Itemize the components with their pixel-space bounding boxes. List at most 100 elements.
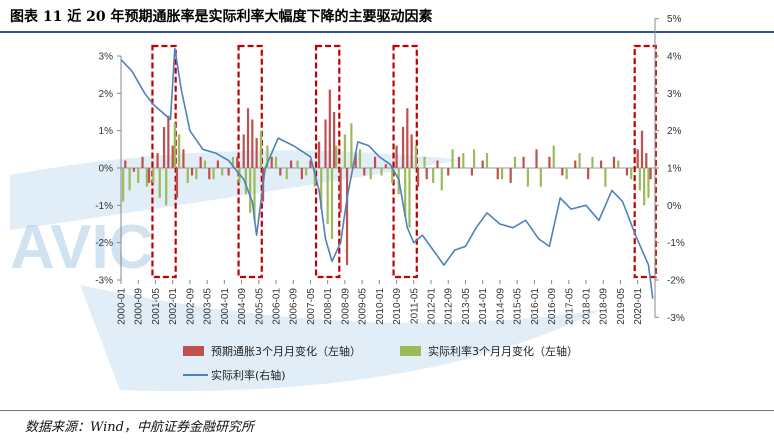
left-axis-tick-label: -2% <box>95 238 113 249</box>
real-rate-change-bar <box>249 168 252 213</box>
inflation-change-bar <box>216 160 219 168</box>
real-rate-change-bar <box>485 153 489 168</box>
legend-label: 实际利率(右轴) <box>211 368 286 382</box>
right-axis-tick-label: -3% <box>667 313 685 324</box>
real-rate-change-bar <box>285 168 288 180</box>
inflation-change-bar <box>328 89 331 168</box>
inflation-change-bar <box>246 108 250 168</box>
inflation-change-bar <box>345 168 349 266</box>
x-axis-tick-label: 2011-05 <box>409 288 420 324</box>
x-axis-tick-label: 2006-01 <box>272 288 283 325</box>
real-rate-change-bar <box>604 168 607 187</box>
real-rate-change-bar <box>266 145 269 168</box>
inflation-change-bar <box>324 119 327 168</box>
inflation-change-bar <box>182 149 185 168</box>
real-rate-change-bar <box>212 168 215 180</box>
inflation-change-bar <box>447 168 450 176</box>
real-rate-change-bar <box>617 160 620 168</box>
left-axis-tick-label: -3% <box>95 275 113 286</box>
inflation-change-bar <box>317 141 321 168</box>
x-axis-tick-label: 2005-05 <box>254 288 265 325</box>
inflation-change-bar <box>354 153 357 168</box>
highlight-box <box>633 44 657 279</box>
x-axis-tick-label: 2002-09 <box>185 288 196 325</box>
inflation-change-bar <box>587 168 590 180</box>
real-rate-change-bar <box>152 168 155 183</box>
inflation-change-bar <box>199 156 202 168</box>
inflation-change-bar <box>236 156 239 168</box>
inflation-change-bar <box>636 149 639 168</box>
inflation-change-bar <box>300 168 303 180</box>
chart-title: 图表 11 近 20 年预期通胀率是实际利率大幅度下降的主要驱动因素 <box>10 9 433 25</box>
inflation-change-bar <box>645 153 648 168</box>
legend-label: 预期通胀3个月月变化（左轴） <box>211 344 361 358</box>
x-axis-tick-label: 2010-09 <box>392 288 403 325</box>
x-axis-tick-label: 2018-09 <box>599 288 610 325</box>
real-rate-change-bar <box>350 123 353 168</box>
real-rate-change-bar <box>380 168 383 176</box>
real-rate-change-bar <box>203 160 207 168</box>
x-axis-tick-label: 2004-09 <box>237 288 248 325</box>
left-axis-tick-label: 0% <box>99 164 114 175</box>
inflation-change-bar <box>190 168 194 176</box>
real-rate-change-bar <box>221 168 224 176</box>
inflation-change-bar <box>175 168 179 198</box>
x-axis-tick-label: 2020-01 <box>633 288 644 325</box>
real-rate-change-bar <box>513 156 517 168</box>
real-rate-change-bar <box>432 168 435 183</box>
legend-swatch <box>400 346 421 356</box>
real-rate-change-bar <box>274 156 278 168</box>
inflation-change-bar <box>255 138 258 168</box>
real-rate-change-bar <box>195 168 198 180</box>
legend-label: 实际利率3个月月变化（左轴） <box>428 344 578 358</box>
title-rule <box>0 31 774 33</box>
x-axis-tick-label: 2018-01 <box>582 288 593 325</box>
real-rate-change-bar <box>643 168 646 206</box>
right-axis-tick-label: 5% <box>667 14 682 25</box>
x-axis-tick-label: 2002-01 <box>168 288 179 325</box>
x-axis-tick-label: 2017-05 <box>564 288 575 325</box>
real-rate-change-bar <box>128 168 131 191</box>
inflation-change-bar <box>649 168 652 180</box>
real-rate-change-bar <box>565 168 568 180</box>
real-rate-change-bar <box>335 145 338 168</box>
real-rate-change-bar <box>158 168 161 198</box>
right-axis-tick-label: 3% <box>667 89 682 100</box>
inflation-change-bar <box>612 156 616 168</box>
real-rate-change-bar <box>500 168 504 180</box>
real-rate-change-bar <box>253 168 256 221</box>
inflation-change-bar <box>309 160 312 168</box>
x-axis-tick-label: 2012-09 <box>444 288 455 325</box>
real-rate-change-bar <box>408 168 411 228</box>
real-rate-change-bar <box>440 168 443 191</box>
source-note: 数据来源：Wind，中航证券金融研究所 <box>25 420 254 435</box>
x-axis-tick-label: 2004-01 <box>220 288 231 325</box>
inflation-change-bar <box>406 108 409 168</box>
x-axis-tick-label: 2008-01 <box>323 288 334 325</box>
real-rate-change-bar <box>578 153 581 168</box>
real-rate-change-bar <box>173 123 176 168</box>
real-rate-change-bar <box>238 168 241 183</box>
x-axis-tick-label: 2003-05 <box>203 288 214 325</box>
inflation-change-bar <box>333 112 336 168</box>
real-rate-change-bar <box>326 168 329 224</box>
inflation-change-bar <box>289 160 293 168</box>
real-rate-change-bar <box>145 168 148 187</box>
x-axis-tick-label: 2015-05 <box>513 288 524 325</box>
right-axis-tick-label: 4% <box>667 52 682 63</box>
inflation-change-bar <box>227 168 230 176</box>
inflation-change-bar <box>561 168 564 176</box>
x-axis-tick-label: 2000-01 <box>117 288 128 325</box>
inflation-change-bar <box>425 168 428 180</box>
x-axis-tick-label: 2007-05 <box>306 288 317 325</box>
x-axis-tick-label: 2016-09 <box>547 288 558 325</box>
real-rate-change-bar <box>404 168 407 217</box>
inflation-change-bar <box>535 149 538 168</box>
real-rate-change-bar <box>358 149 362 168</box>
inflation-change-bar <box>339 168 342 213</box>
inflation-change-bar <box>496 168 499 180</box>
inflation-change-bar <box>156 153 159 168</box>
inflation-change-bar <box>124 160 127 168</box>
real-rate-change-bar <box>330 168 334 239</box>
inflation-change-bar <box>416 168 420 187</box>
